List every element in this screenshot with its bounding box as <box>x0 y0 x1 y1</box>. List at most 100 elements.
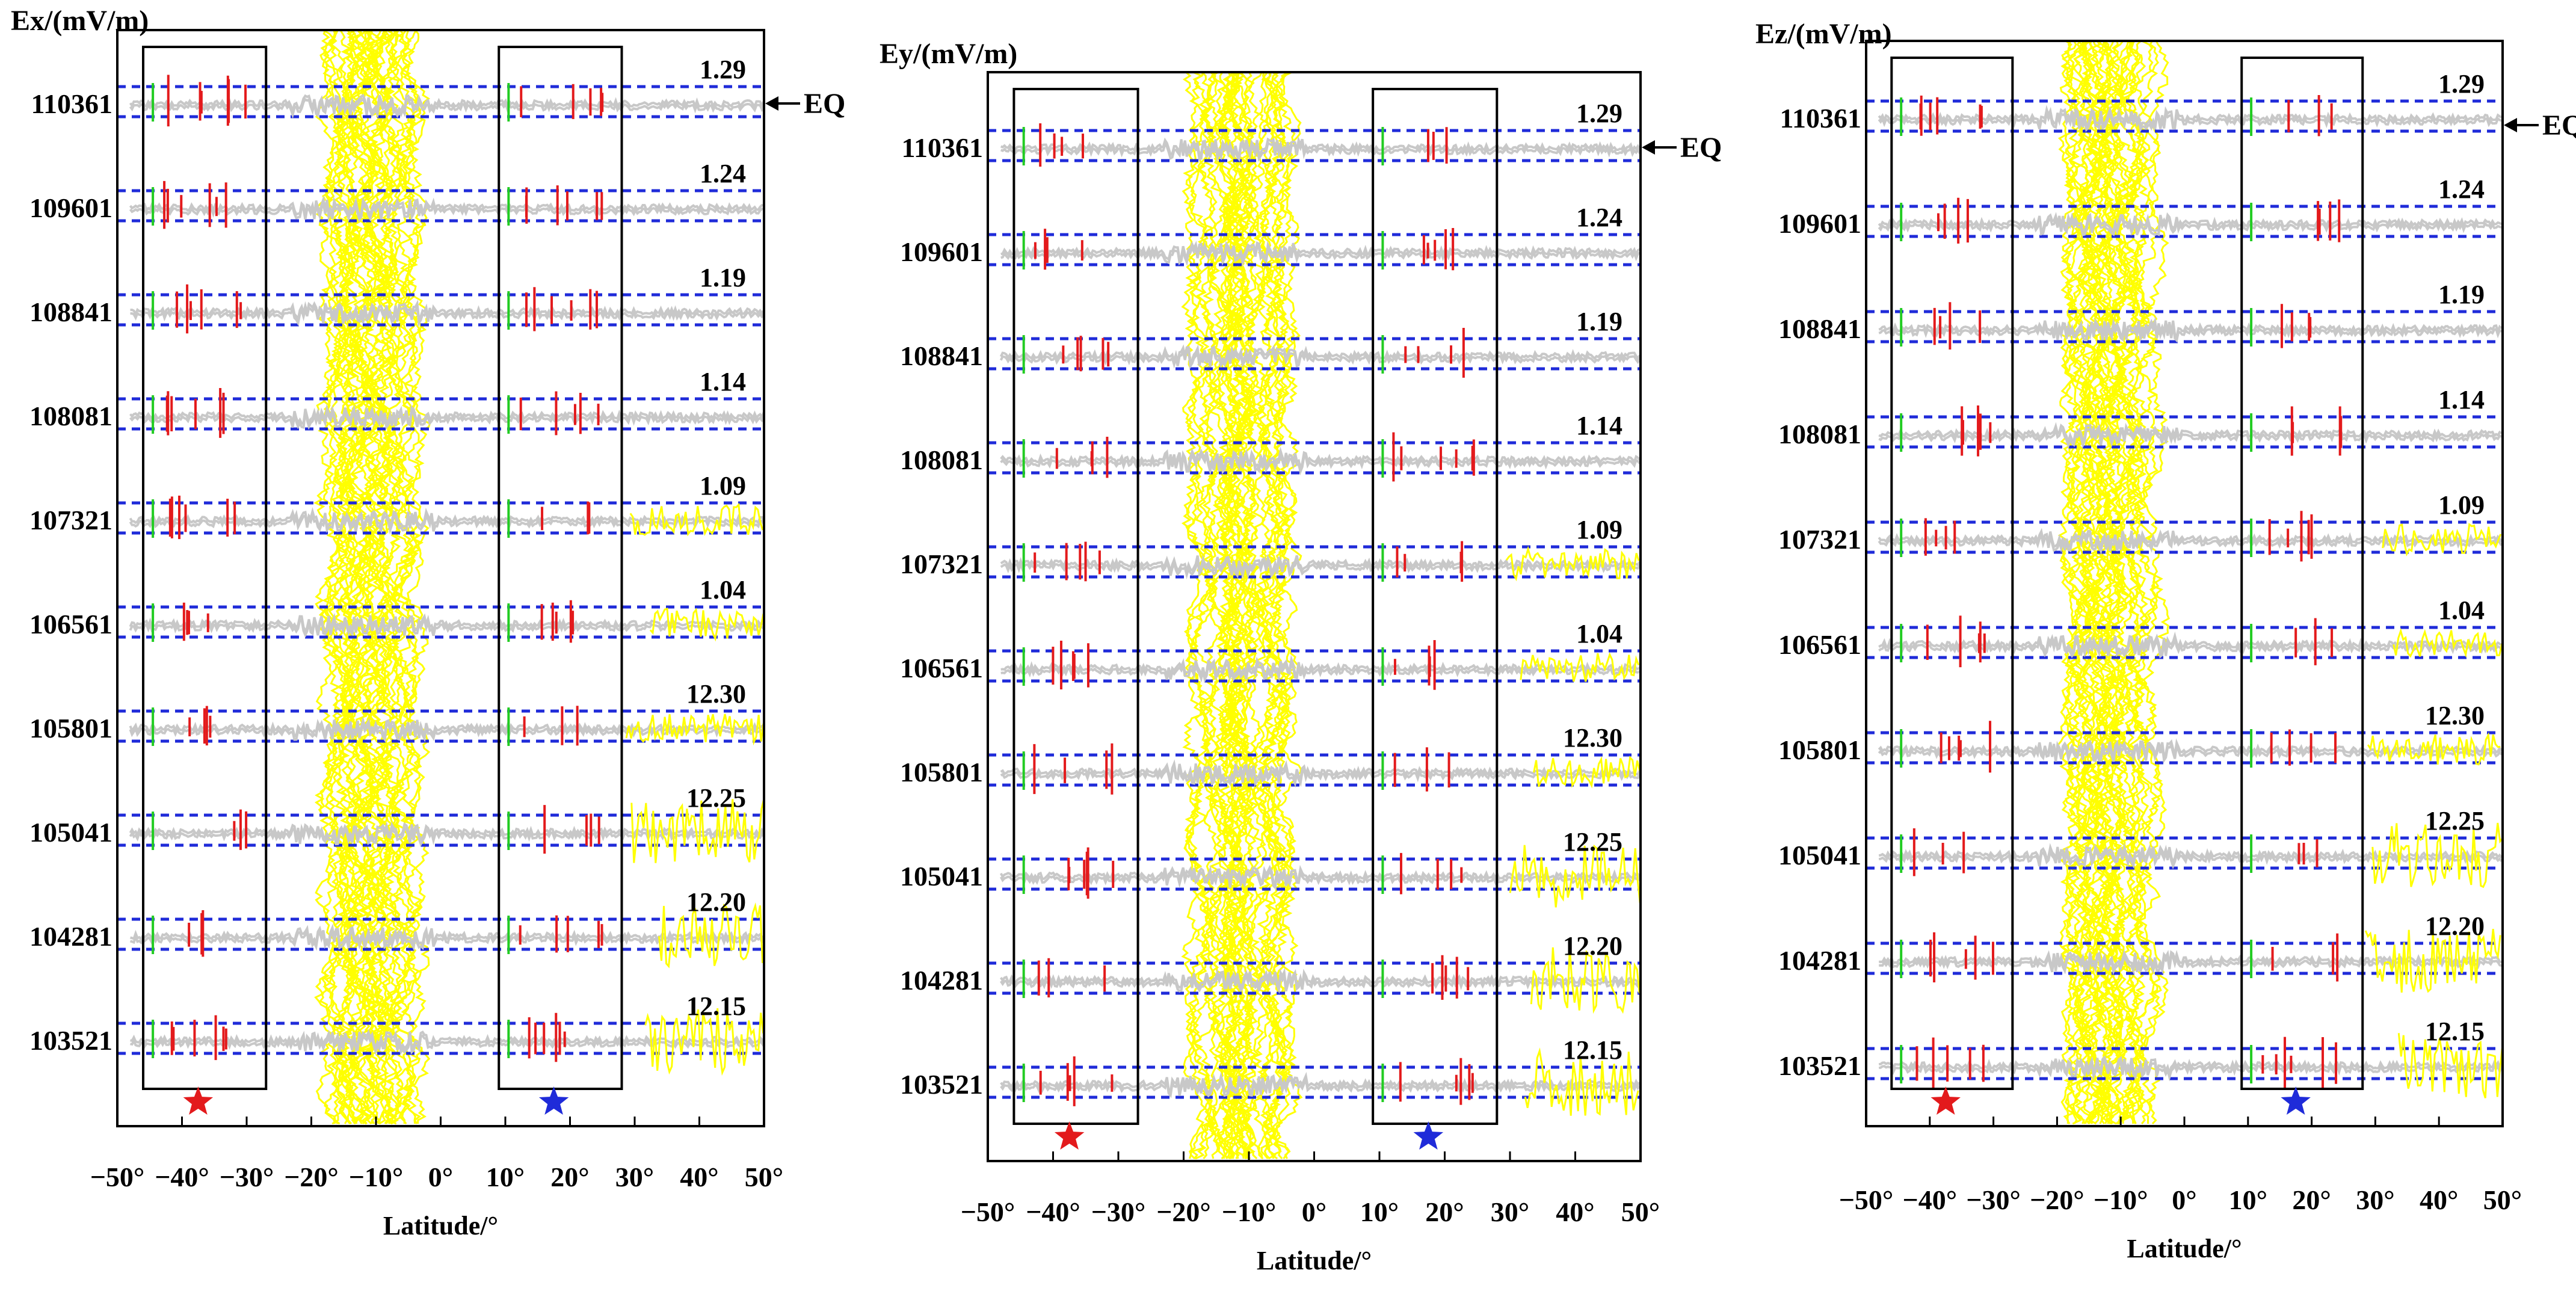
orbit-label: 106561 <box>900 653 983 683</box>
x-axis-title: Latitude/° <box>1257 1246 1372 1275</box>
x-tick-label: −30° <box>1091 1197 1146 1227</box>
tail-disturbance <box>625 713 764 746</box>
date-label: 1.19 <box>2438 280 2485 309</box>
eq-label: EQ <box>1680 132 1722 164</box>
x-tick-label: 0° <box>2172 1185 2196 1215</box>
signal-trace-envelope <box>1878 742 2503 764</box>
date-label: 12.30 <box>686 679 746 709</box>
signal-trace <box>1000 241 1641 263</box>
orbit-label: 105801 <box>29 713 112 744</box>
epicenter-star-2 <box>2281 1086 2311 1115</box>
x-tick-label: −50° <box>90 1162 145 1192</box>
orbit-label: 104281 <box>1778 945 1861 976</box>
date-label: 1.09 <box>1576 515 1622 544</box>
orbit-label: 105041 <box>29 817 112 848</box>
orbit-label: 109601 <box>29 193 112 223</box>
date-label: 1.29 <box>700 55 746 84</box>
orbit-label: 106561 <box>1778 629 1861 660</box>
signal-trace <box>1878 316 2503 339</box>
y-axis-title: Ey/(mV/m) <box>880 38 1017 70</box>
signal-trace-envelope <box>130 1032 764 1056</box>
epicenter-star-2 <box>1413 1121 1444 1150</box>
x-tick-label: −40° <box>155 1162 209 1192</box>
signal-trace <box>129 923 764 948</box>
x-tick-label: −20° <box>2030 1185 2085 1215</box>
eq-label: EQ <box>2542 109 2576 141</box>
orbit-trace-108841 <box>117 284 764 334</box>
orbit-label: 107321 <box>1778 524 1861 555</box>
orbit-label: 105801 <box>1778 735 1861 765</box>
epicenter-star-2 <box>538 1086 569 1115</box>
signal-trace <box>129 93 764 116</box>
date-label: 1.04 <box>700 575 746 605</box>
orbit-trace-106561 <box>1866 615 2503 668</box>
x-tick-label: 40° <box>1556 1197 1594 1227</box>
signal-trace-envelope <box>1878 531 2503 555</box>
signal-trace <box>999 864 1641 887</box>
signal-trace-envelope <box>1000 557 1641 580</box>
signal-trace <box>129 612 764 635</box>
eq-arrow-head <box>1642 140 1655 155</box>
date-label: 12.30 <box>1563 723 1622 753</box>
x-tick-label: −10° <box>349 1162 404 1192</box>
signal-trace <box>1000 1071 1641 1095</box>
date-label: 1.04 <box>2438 596 2485 625</box>
date-label: 12.15 <box>1563 1035 1622 1065</box>
orbit-trace-104281 <box>988 947 1641 1014</box>
x-tick-label: −40° <box>1026 1197 1080 1227</box>
signal-trace <box>1878 422 2503 446</box>
x-tick-label: −10° <box>1222 1197 1277 1227</box>
signal-trace-envelope <box>999 868 1641 890</box>
plot-area <box>988 72 1641 1160</box>
tail-disturbance <box>1524 1047 1639 1116</box>
x-axis-title: Latitude/° <box>383 1211 498 1240</box>
orbit-trace-103521 <box>1866 1033 2503 1098</box>
eq-arrow-head <box>765 96 778 111</box>
tail-disturbance <box>2367 732 2501 766</box>
signal-trace-envelope <box>1000 140 1641 163</box>
orbit-trace-106561 <box>988 640 1641 690</box>
date-label: 1.14 <box>700 367 746 396</box>
x-tick-label: −50° <box>1839 1185 1894 1215</box>
x-tick-label: 40° <box>680 1162 718 1192</box>
signal-trace <box>130 1029 764 1052</box>
orbit-label: 108081 <box>1778 419 1861 449</box>
orbit-trace-104281 <box>117 902 764 969</box>
signal-trace <box>129 403 764 427</box>
date-label: 1.24 <box>2438 174 2485 204</box>
orbit-label: 105041 <box>1778 840 1861 870</box>
orbit-label: 110361 <box>902 132 983 163</box>
tail-disturbance <box>2371 822 2503 889</box>
plot-area <box>1866 41 2503 1125</box>
x-tick-label: −40° <box>1902 1185 1957 1215</box>
tail-disturbance <box>1533 756 1641 789</box>
orbit-label: 108081 <box>29 401 112 431</box>
orbit-label: 103521 <box>1778 1050 1861 1081</box>
signal-trace-envelope <box>1000 244 1641 267</box>
date-label: 1.14 <box>2438 385 2485 414</box>
x-tick-label: −10° <box>2094 1185 2148 1215</box>
orbit-trace-110361 <box>117 75 764 127</box>
date-label: 1.09 <box>700 471 746 501</box>
orbit-trace-107321 <box>117 495 764 540</box>
orbit-label: 107321 <box>29 505 112 535</box>
x-tick-label: 50° <box>2483 1185 2522 1215</box>
signal-trace-envelope <box>129 407 764 430</box>
x-tick-label: −30° <box>220 1162 274 1192</box>
orbit-label: 108081 <box>900 445 983 475</box>
date-label: 12.25 <box>2425 806 2485 836</box>
x-tick-label: −20° <box>284 1162 339 1192</box>
tail-disturbance <box>649 608 764 642</box>
date-label: 12.30 <box>2425 701 2485 730</box>
orbit-trace-109601 <box>1866 197 2503 244</box>
signal-trace <box>1000 655 1641 680</box>
orbit-label: 105801 <box>900 757 983 787</box>
tail-disturbance <box>2393 627 2503 658</box>
signal-trace-envelope <box>129 97 764 119</box>
region-box-1 <box>1012 88 1139 1125</box>
x-tick-label: 20° <box>1425 1197 1464 1227</box>
x-tick-label: 20° <box>550 1162 589 1192</box>
x-tick-label: −20° <box>1156 1197 1211 1227</box>
y-axis-title: Ez/(mV/m) <box>1755 18 1892 50</box>
